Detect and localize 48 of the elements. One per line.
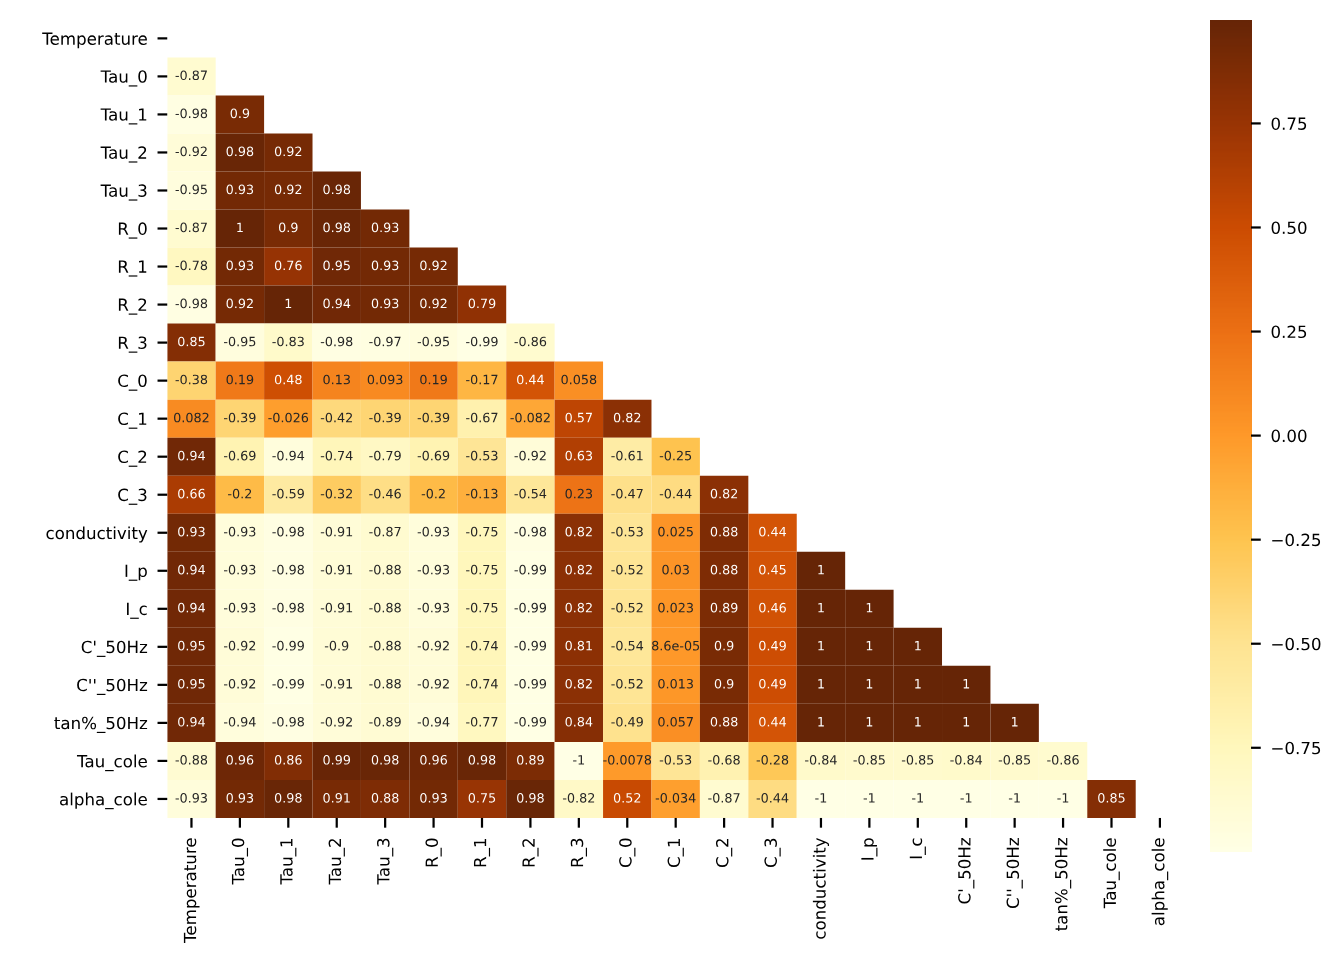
y-tick-label: R_2 [118, 298, 147, 315]
y-tick-label: C_1 [118, 412, 147, 429]
color-bar-label: 0.75 [1271, 117, 1307, 130]
x-tick-label: C_0 [619, 838, 636, 868]
x-tick-label: I_c [909, 838, 926, 859]
x-tick-label: C_1 [667, 838, 684, 868]
y-tick-label: conductivity [46, 526, 148, 543]
x-tick-label: conductivity [812, 837, 830, 939]
x-tick-label: I_p [861, 838, 878, 860]
y-tick-label: I_c [127, 602, 147, 619]
x-tick-label: Tau_3 [377, 838, 394, 885]
y-tick-label: R_0 [118, 222, 147, 239]
x-tick-label: alpha_cole [1151, 838, 1169, 926]
y-tick-label: R_1 [118, 260, 147, 277]
y-tick-label: Tau_2 [100, 146, 147, 163]
y-tick-label: C_2 [118, 450, 147, 467]
y-tick-label: alpha_cole [60, 792, 147, 810]
x-tick-label: tan%_50Hz [1054, 838, 1072, 931]
y-tick-label: Tau_cole [76, 754, 147, 772]
color-bar-label: −0.50 [1272, 637, 1321, 651]
y-tick-label: Tau_0 [100, 70, 147, 87]
y-tick-label: C_0 [118, 374, 147, 391]
color-bar-label: 0.50 [1271, 221, 1307, 235]
x-tick-label: R_3 [570, 838, 587, 867]
x-tick-label: C_3 [764, 838, 781, 868]
x-tick-label: Tau_1 [280, 838, 297, 885]
y-tick-label: Tau_3 [100, 184, 147, 201]
y-tick-label: Tau_1 [100, 108, 147, 125]
color-bar-label: −0.75 [1272, 741, 1321, 755]
x-tick-label: Tau_2 [328, 839, 345, 885]
x-tick-label: C''_50Hz [1006, 838, 1023, 909]
x-tick-label: R_0 [425, 838, 442, 867]
y-tick-label: I_p [125, 564, 147, 581]
y-tick-label: tan%_50Hz [54, 716, 148, 733]
x-tick-label: R_2 [522, 839, 539, 867]
x-tick-label: C_2 [715, 839, 733, 868]
color-bar-label: 0.00 [1271, 429, 1307, 443]
y-tick-label: Temperature [42, 32, 147, 49]
y-tick-label: C''_50Hz [77, 678, 148, 695]
color-bar-label: 0.25 [1271, 325, 1307, 339]
y-tick-label: C'_50Hz [81, 640, 148, 657]
x-tick-label: R_1 [473, 838, 491, 867]
y-tick-label: C_3 [118, 488, 147, 505]
color-bar-label: −0.25 [1272, 533, 1321, 547]
x-tick-label: Tau_cole [1103, 838, 1120, 909]
x-tick-label: Tau_0 [231, 838, 249, 885]
x-tick-label: C'_50Hz [958, 838, 975, 904]
y-tick-label: R_3 [118, 336, 147, 353]
